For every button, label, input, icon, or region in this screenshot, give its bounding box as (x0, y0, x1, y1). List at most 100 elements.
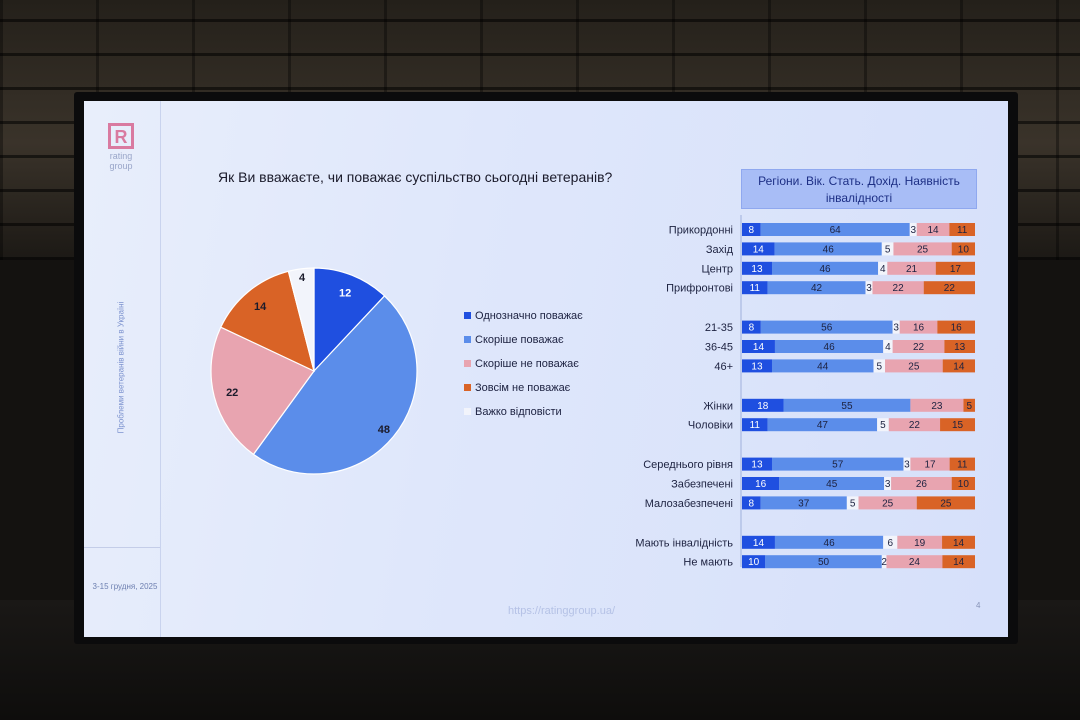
bar-segment-label: 19 (914, 538, 926, 549)
bar-segment-label: 8 (749, 323, 755, 334)
legend-swatch (464, 336, 471, 343)
bar-segment (742, 281, 768, 295)
bar-segment (878, 261, 888, 275)
bar-segment-label: 22 (944, 283, 956, 294)
bar-row-label: Захід (706, 244, 734, 256)
bar-segment (771, 457, 904, 471)
bar-segment (760, 320, 893, 334)
pie-slice-label: 48 (378, 424, 390, 436)
legend-label: Зовсім не поважає (475, 382, 571, 394)
bar-segment-label: 3 (904, 460, 910, 471)
bar-segment-label: 4 (880, 264, 886, 275)
bar-segment-label: 42 (811, 283, 823, 294)
bar-segment-label: 5 (850, 498, 856, 509)
pie-slice-label: 22 (226, 387, 238, 399)
bar-segment-label: 21 (906, 264, 918, 275)
bar-segment-label: 13 (954, 342, 966, 353)
bar-segment-label: 50 (818, 557, 830, 568)
bar-segment (765, 555, 882, 569)
bar-segment-label: 3 (885, 479, 891, 490)
bar-segment-label: 2 (881, 557, 887, 568)
bar-segment-label: 4 (885, 342, 891, 353)
logo-r-icon: R (108, 123, 134, 149)
bar-row-label: Прифронтові (666, 283, 733, 295)
bar-row-label: 46+ (714, 361, 733, 373)
legend-swatch (464, 360, 471, 367)
bar-segment (742, 398, 784, 412)
bar-segment (742, 418, 768, 432)
bar-segment-label: 14 (753, 244, 765, 255)
legend-swatch (464, 384, 471, 391)
report-date: 3-15 грудня, 2025 (92, 582, 158, 591)
bar-segment (877, 418, 889, 432)
bar-segment (935, 261, 975, 275)
bar-segment (774, 535, 884, 549)
bar-segment-label: 14 (953, 538, 965, 549)
bar-segment-label: 22 (893, 283, 905, 294)
bar-segment-label: 25 (882, 498, 894, 509)
bar-segment (909, 223, 917, 236)
bar-segment-label: 14 (953, 557, 965, 568)
bar-segment-label: 13 (751, 264, 763, 275)
bar-segment-label: 11 (750, 420, 761, 431)
bar-segment (742, 261, 772, 275)
company-logo: R rating group (106, 123, 136, 171)
bar-segment-label: 57 (832, 460, 844, 471)
bar-segment (937, 320, 975, 334)
pie-slice-label: 14 (254, 301, 267, 313)
bar-segment-label: 16 (755, 479, 767, 490)
bar-segment (742, 535, 775, 549)
bar-segment-label: 37 (798, 498, 810, 509)
bar-segment (865, 281, 873, 295)
bar-segment (858, 496, 917, 510)
bar-segment-label: 5 (876, 361, 882, 372)
bar-segment (742, 457, 772, 471)
bar-segment-label: 13 (751, 361, 763, 372)
bar-segment (916, 496, 975, 510)
bar-segment (942, 555, 975, 569)
bar-segment-label: 16 (951, 323, 963, 334)
bar-row-label: Малозабезпечені (645, 498, 733, 510)
bar-segment-label: 14 (953, 361, 965, 372)
legend-label: Однозначно поважає (475, 310, 583, 322)
bar-segment (767, 281, 866, 295)
bar-segment (903, 457, 911, 471)
bar-segment-label: 25 (917, 244, 929, 255)
bar-segment-label: 11 (957, 225, 968, 236)
bar-segment-label: 5 (966, 401, 972, 412)
bar-segment-label: 25 (908, 361, 920, 372)
bar-row-label: Центр (702, 263, 734, 275)
vertical-report-title: Проблеми ветеранів війни в Україні (116, 301, 126, 434)
bar-segment-label: 10 (958, 479, 970, 490)
bar-segment (892, 340, 945, 353)
bar-segment (893, 242, 952, 256)
pie-slice (252, 295, 418, 475)
bar-segment-label: 46 (819, 264, 831, 275)
bar-segment (872, 281, 924, 295)
question-title: Як Ви вважаєте, чи поважає суспільство с… (218, 169, 613, 185)
pie-slice-label: 12 (339, 287, 351, 299)
bar-segment (923, 281, 975, 295)
bar-row-label: Жінки (703, 400, 733, 412)
bar-segment (881, 242, 894, 256)
bar-segment (742, 242, 775, 256)
bar-segment (891, 477, 952, 490)
slide-sidebar: R rating group Проблеми ветеранів війни … (84, 101, 161, 637)
bar-segment (742, 340, 775, 353)
bar-segment (942, 535, 975, 549)
bar-segment-label: 5 (880, 420, 886, 431)
bar-segment-label: 13 (751, 460, 763, 471)
pie-slice (220, 270, 315, 373)
bar-segment (771, 261, 879, 275)
pie-slice (287, 267, 315, 372)
bar-segment (916, 223, 950, 236)
bar-segment-label: 47 (817, 420, 829, 431)
bar-segment-label: 22 (913, 342, 925, 353)
bar-segment-label: 56 (821, 323, 833, 334)
bar-segment-label: 11 (750, 283, 761, 294)
bar-segment (881, 555, 887, 569)
footer-url: https://ratinggroup.ua/ (508, 605, 616, 617)
pie-slice-label: 4 (299, 272, 306, 284)
bar-segment-label: 46 (824, 342, 836, 353)
legend-label: Скоріше не поважає (475, 358, 579, 370)
